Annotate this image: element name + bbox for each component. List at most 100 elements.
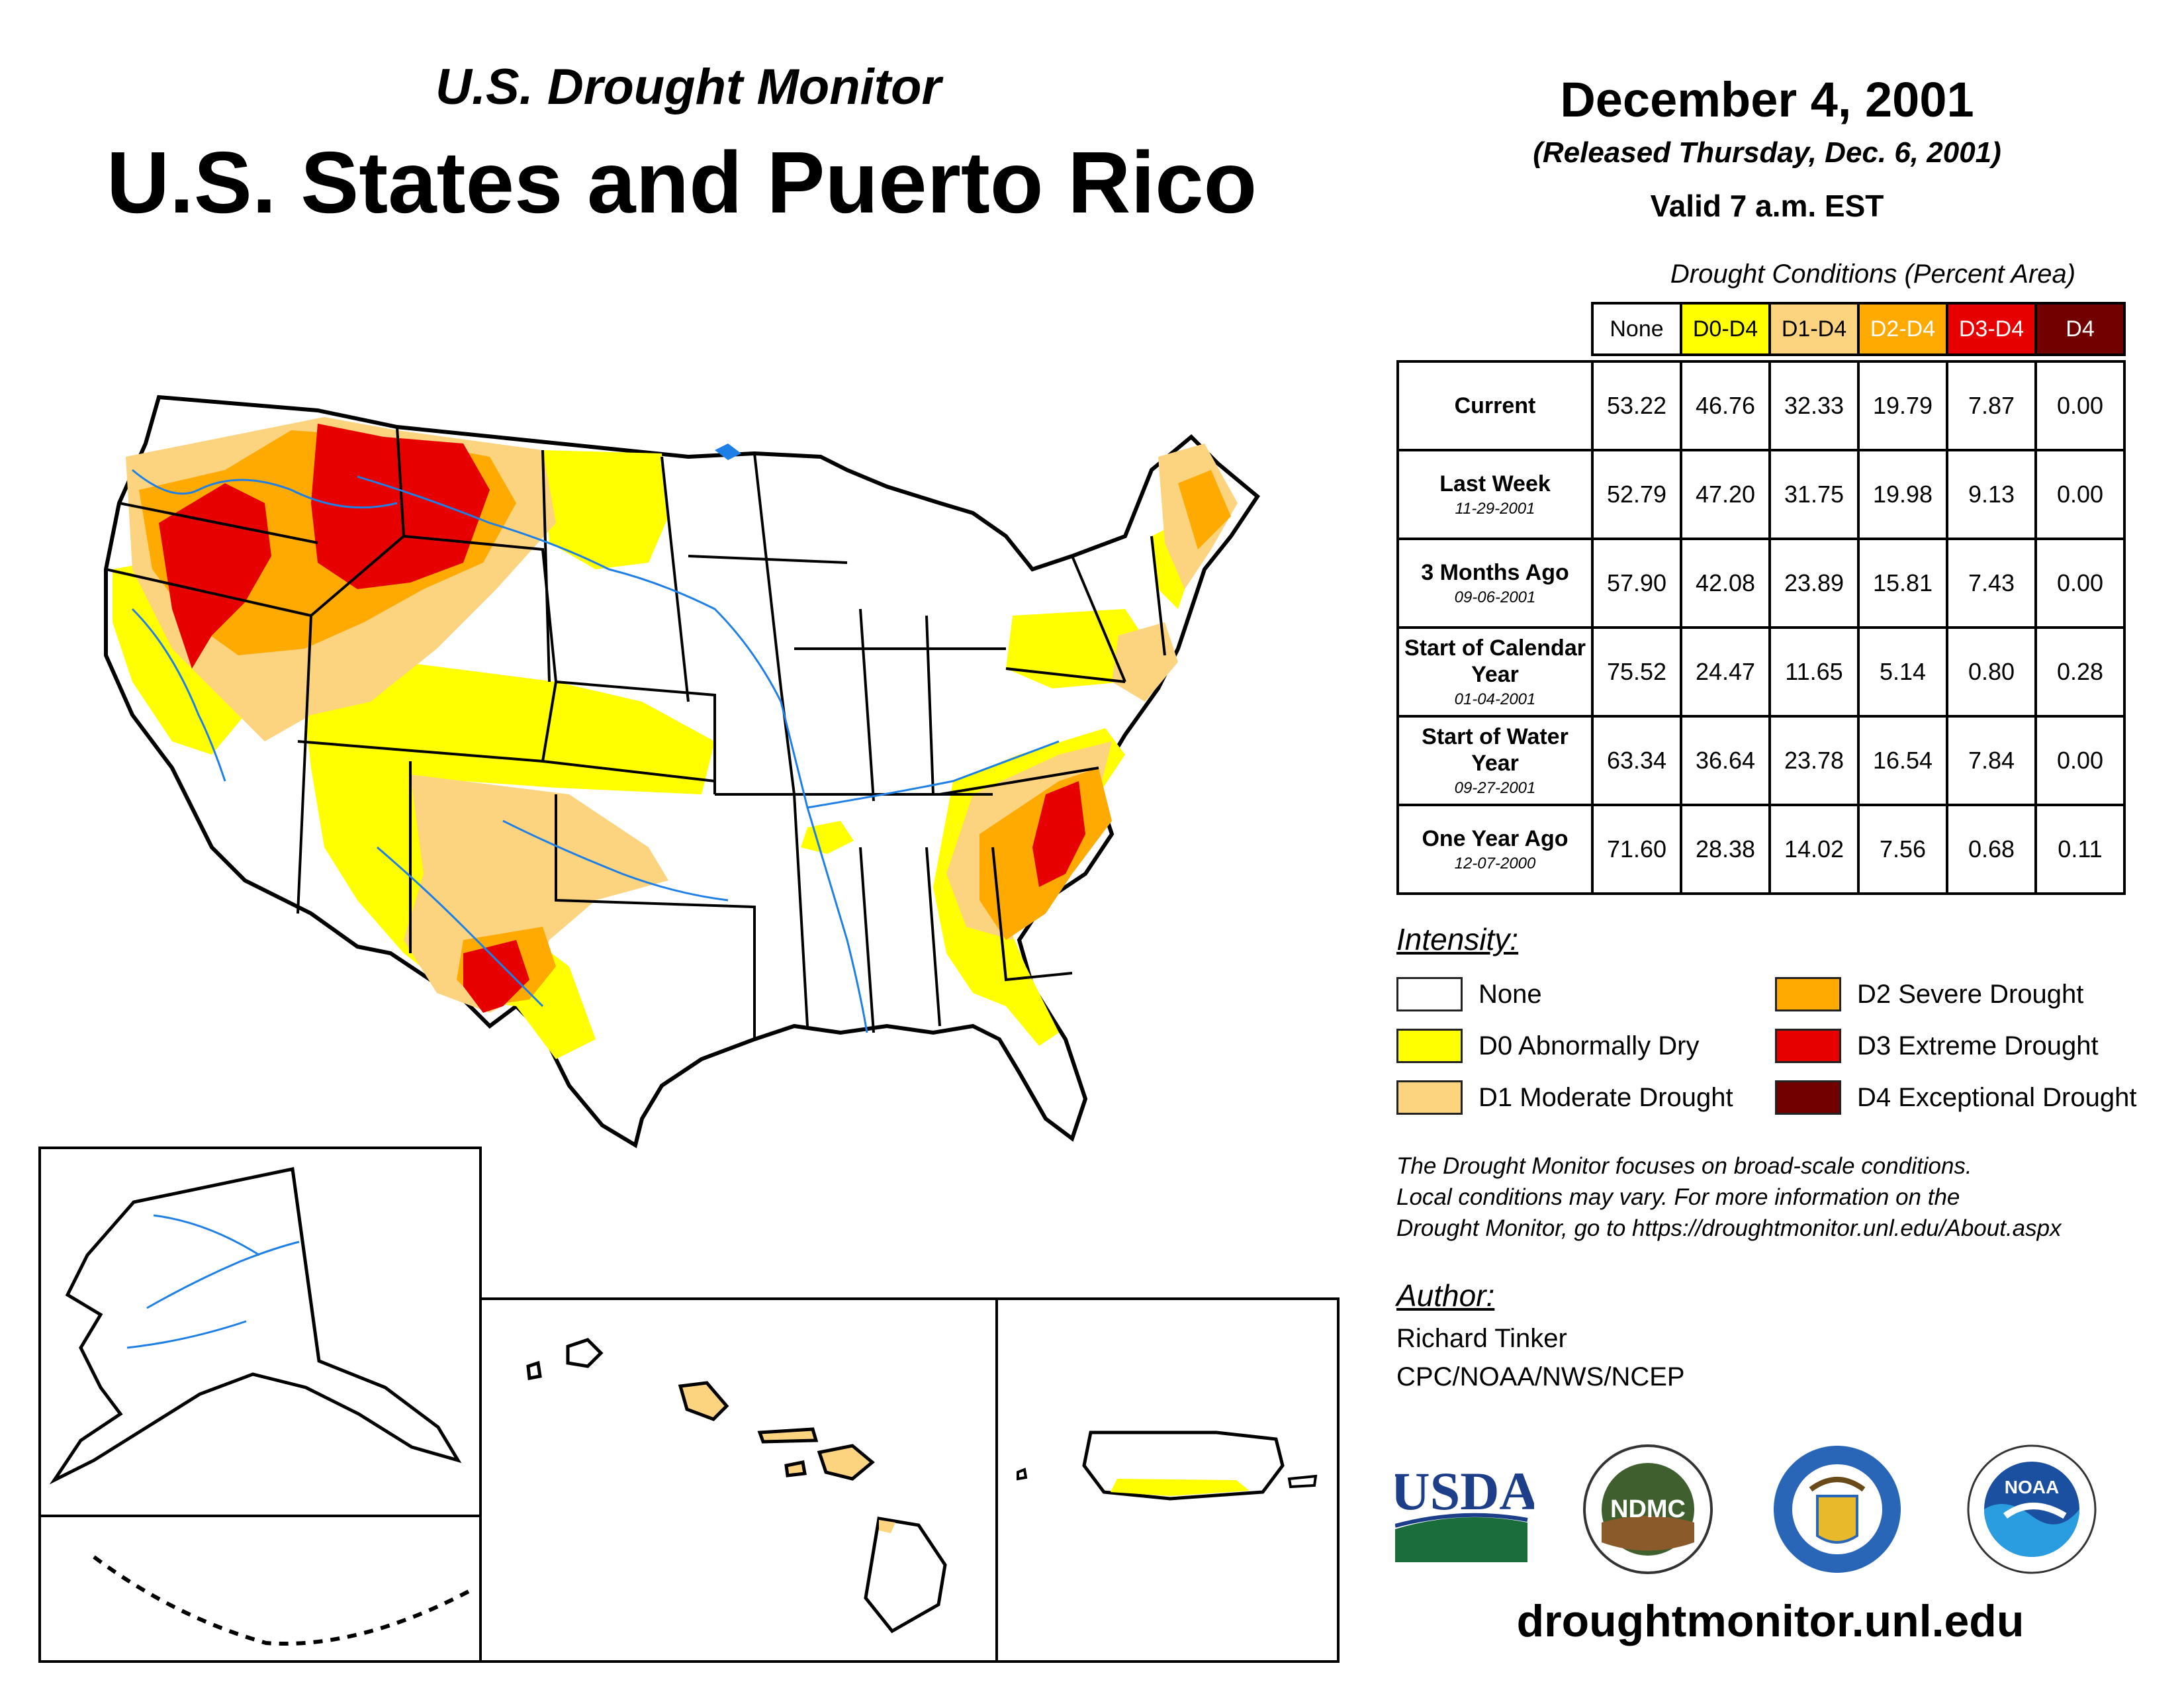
- map-date: December 4, 2001: [1560, 72, 1974, 127]
- table-cell: 0.11: [2034, 804, 2126, 895]
- legend-title: Intensity:: [1396, 922, 1519, 957]
- table-header-row: None D0-D4 D1-D4 D2-D4 D3-D4 D4: [1398, 302, 2126, 356]
- table-row: Last Week 11-29-2001 52.79 47.20 31.75 19…: [1396, 449, 2126, 540]
- lanai: [784, 1460, 807, 1477]
- row-date: 11-29-2001: [1455, 499, 1535, 518]
- table-cell: 47.20: [1680, 449, 1771, 540]
- table-cell: 19.79: [1857, 360, 1948, 451]
- hawaii-map: [526, 1338, 947, 1634]
- table-cell: 46.76: [1680, 360, 1771, 451]
- legend-swatch: [1775, 977, 1841, 1011]
- row-label: Start of Water Year 09-27-2001: [1396, 715, 1594, 806]
- note-line: Local conditions may vary. For more info…: [1396, 1184, 1960, 1210]
- state-boundaries: [105, 426, 1166, 1039]
- author-name: Richard Tinker: [1396, 1324, 1567, 1353]
- alaska-map: [49, 1167, 462, 1485]
- table-row: Current 53.22 46.76 32.33 19.79 7.87 0.0…: [1396, 360, 2126, 451]
- table-cell: 7.56: [1857, 804, 1948, 895]
- legend-label: D2 Severe Drought: [1857, 979, 2084, 1009]
- vieques: [1287, 1474, 1318, 1489]
- legend-swatch: [1396, 1029, 1463, 1063]
- oahu: [678, 1381, 729, 1421]
- table-cell: 0.68: [1946, 804, 2037, 895]
- author-heading: Author:: [1396, 1278, 1495, 1313]
- author-org: CPC/NOAA/NWS/NCEP: [1396, 1362, 1685, 1391]
- col-header: D3-D4: [1946, 302, 2037, 356]
- map-subtitle: U.S. Drought Monitor: [435, 59, 942, 115]
- legend-item-d1: D1 Moderate Drought: [1396, 1080, 1733, 1115]
- table-cell: 23.89: [1768, 538, 1860, 629]
- table-cell: 7.43: [1946, 538, 2037, 629]
- table-cell: 63.34: [1591, 715, 1682, 806]
- row-date: 01-04-2001: [1454, 690, 1536, 708]
- table-cell: 0.00: [2034, 360, 2126, 451]
- drought-stats-table: None D0-D4 D1-D4 D2-D4 D3-D4 D4 Current …: [1396, 302, 2126, 895]
- table-cell: 31.75: [1768, 449, 1860, 540]
- table-cell: 71.60: [1591, 804, 1682, 895]
- table-cell: 0.00: [2034, 449, 2126, 540]
- hawaii-d1-patch: [879, 1520, 895, 1533]
- table-cell: 0.28: [2034, 626, 2126, 718]
- map-title: U.S. States and Puerto Rico: [106, 134, 1257, 231]
- legend-item-d0: D0 Abnormally Dry: [1396, 1029, 1699, 1063]
- legend-label: D0 Abnormally Dry: [1479, 1031, 1700, 1060]
- disclaimer-note: The Drought Monitor focuses on broad-sca…: [1396, 1150, 2158, 1244]
- legend-item-d4: D4 Exceptional Drought: [1775, 1080, 2136, 1115]
- valid-time: Valid 7 a.m. EST: [1650, 189, 1884, 223]
- table-cell: 15.81: [1857, 538, 1948, 629]
- lake-superior: [715, 444, 741, 460]
- table-cell: 23.78: [1768, 715, 1860, 806]
- alaska-outline: [49, 1167, 462, 1485]
- usda-logo-field: [1395, 1517, 1527, 1562]
- commerce-logo: [1774, 1446, 1901, 1573]
- conus-drought-map: [104, 395, 1260, 1149]
- alaska-rivers: [126, 1214, 300, 1349]
- noaa-logo-text: NOAA: [2005, 1477, 2059, 1497]
- table-cell: 14.02: [1768, 804, 1860, 895]
- kauai: [566, 1338, 604, 1368]
- legend-item-d2: D2 Severe Drought: [1775, 977, 2083, 1011]
- col-header: D1-D4: [1768, 302, 1860, 356]
- row-label: Last Week 11-29-2001: [1396, 449, 1594, 540]
- row-label: 3 Months Ago 09-06-2001: [1396, 538, 1594, 629]
- molokai: [757, 1427, 819, 1444]
- table-cell: 36.64: [1680, 715, 1771, 806]
- hawaii-inset: [479, 1297, 998, 1663]
- table-caption: Drought Conditions (Percent Area): [1670, 259, 2076, 289]
- table-cell: 0.00: [2034, 715, 2126, 806]
- legend-label: D1 Moderate Drought: [1479, 1082, 1733, 1112]
- hawaii-big-island: [864, 1517, 947, 1634]
- aleutian-map: [93, 1555, 473, 1646]
- mona-island: [1017, 1468, 1028, 1481]
- maui: [817, 1444, 875, 1481]
- niihau: [526, 1360, 542, 1380]
- table-cell: 16.54: [1857, 715, 1948, 806]
- table-cell: 0.00: [2034, 538, 2126, 629]
- row-date: 12-07-2000: [1454, 854, 1536, 872]
- noaa-logo-bird: [2003, 1503, 2067, 1519]
- table-cell: 57.90: [1591, 538, 1682, 629]
- legend-swatch: [1396, 977, 1463, 1011]
- col-header: D4: [2034, 302, 2126, 356]
- table-row: Start of Water Year 09-27-2001 63.34 36.6…: [1396, 715, 2126, 806]
- table-cell: 75.52: [1591, 626, 1682, 718]
- table-cell: 42.08: [1680, 538, 1771, 629]
- ndmc-logo: NDMC: [1583, 1444, 1713, 1574]
- noaa-logo: NOAA: [1967, 1444, 2097, 1574]
- legend-label: D3 Extreme Drought: [1857, 1031, 2099, 1060]
- legend-swatch: [1775, 1029, 1841, 1063]
- table-cell: 24.47: [1680, 626, 1771, 718]
- puerto-rico-map: [1017, 1430, 1318, 1501]
- alaska-inset: [38, 1147, 482, 1517]
- table-cell: 5.14: [1857, 626, 1948, 718]
- legend-item-none: None: [1396, 977, 1542, 1011]
- table-cell: 32.33: [1768, 360, 1860, 451]
- row-label: Start of Calendar Year 01-04-2001: [1396, 626, 1594, 718]
- aleutian-inset: [38, 1515, 482, 1663]
- puerto-rico-d0-area: [1111, 1479, 1250, 1496]
- website-link[interactable]: droughtmonitor.unl.edu: [1516, 1596, 2025, 1646]
- col-header: D0-D4: [1680, 302, 1771, 356]
- legend-item-d3: D3 Extreme Drought: [1775, 1029, 2099, 1063]
- note-line: Drought Monitor, go to https://droughtmo…: [1396, 1215, 2062, 1241]
- table-cell: 28.38: [1680, 804, 1771, 895]
